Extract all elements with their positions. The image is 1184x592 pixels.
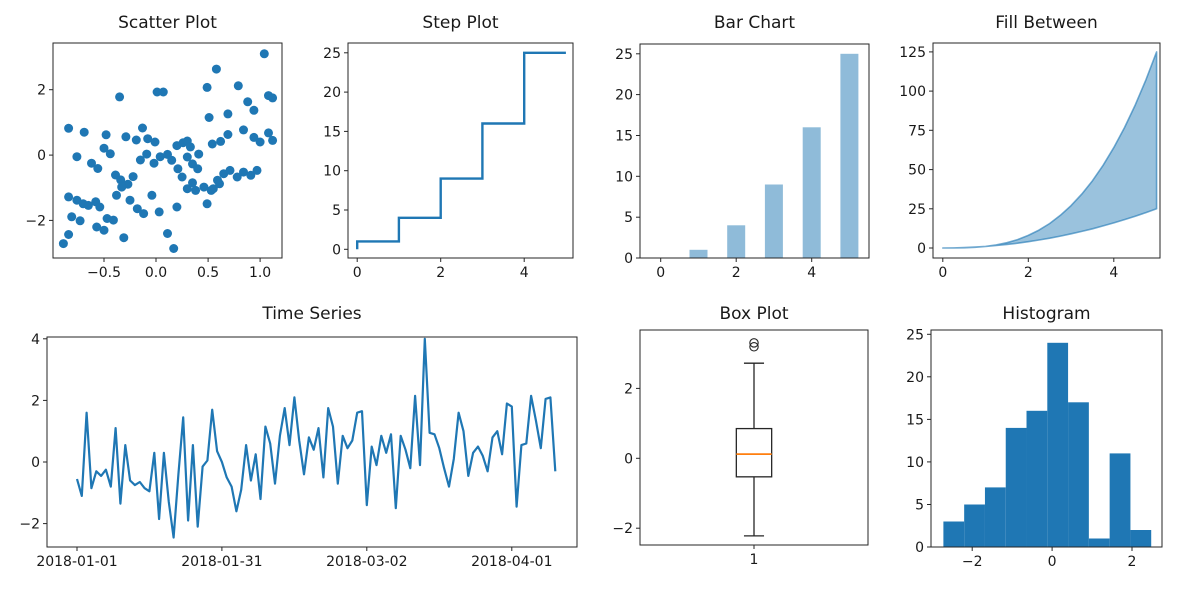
svg-text:25: 25 [323, 46, 341, 62]
step-x-ticks: 0 2 4 [353, 258, 529, 281]
timeseries-x-ticks: 2018-01-01 2018-01-31 2018-03-02 2018-04-01 [36, 547, 552, 570]
bar-chart-title: Bar Chart [713, 13, 796, 33]
box-plot-title: Box Plot [719, 304, 789, 324]
scatter-axes-frame [52, 42, 283, 259]
svg-text:2018-04-01: 2018-04-01 [471, 554, 552, 570]
svg-text:2: 2 [624, 381, 633, 397]
bar-axes-frame [639, 43, 870, 259]
svg-text:10: 10 [615, 169, 633, 185]
box-series [735, 338, 773, 537]
svg-text:2: 2 [31, 393, 40, 409]
svg-text:0: 0 [332, 242, 341, 258]
svg-text:100: 100 [899, 84, 926, 100]
fill-y-ticks: 0 25 50 75 100 125 [899, 45, 933, 257]
fill-series [942, 51, 1158, 249]
time-series-title: Time Series [262, 304, 362, 324]
svg-text:0.0: 0.0 [145, 265, 167, 281]
fill-axes-frame [932, 42, 1161, 259]
svg-text:−2: −2 [612, 521, 633, 537]
svg-text:20: 20 [906, 370, 924, 386]
fill-between-title: Fill Between [995, 13, 1098, 33]
svg-text:15: 15 [323, 124, 341, 140]
svg-text:25: 25 [906, 327, 924, 343]
svg-text:−0.5: −0.5 [87, 265, 121, 281]
svg-text:−2: −2 [962, 554, 983, 570]
svg-text:75: 75 [908, 123, 926, 139]
svg-text:0: 0 [656, 265, 665, 281]
bar-y-ticks: 0 5 10 15 20 25 [615, 47, 640, 267]
svg-text:1.0: 1.0 [249, 265, 271, 281]
svg-text:0: 0 [624, 251, 633, 267]
svg-text:10: 10 [323, 164, 341, 180]
hist-y-ticks: 0 5 10 15 20 25 [906, 327, 931, 556]
bar-x-ticks: 0 2 4 [656, 258, 816, 281]
scatter-plot: −0.5 0.0 0.5 1.0 −2 0 2 [25, 42, 283, 281]
svg-text:2: 2 [1024, 265, 1033, 281]
hist-series [943, 342, 1152, 547]
hist-axes-frame [930, 329, 1163, 548]
step-series [356, 51, 566, 250]
svg-text:2018-01-31: 2018-01-31 [181, 554, 262, 570]
svg-text:25: 25 [615, 47, 633, 63]
timeseries-series [75, 337, 557, 539]
svg-text:20: 20 [323, 85, 341, 101]
svg-text:125: 125 [899, 45, 926, 61]
svg-text:0: 0 [624, 451, 633, 467]
svg-text:5: 5 [915, 498, 924, 514]
histogram-title: Histogram [1002, 304, 1091, 324]
svg-text:2: 2 [732, 265, 741, 281]
svg-text:2018-01-01: 2018-01-01 [36, 554, 117, 570]
fill-x-ticks: 0 2 4 [938, 258, 1118, 281]
svg-text:5: 5 [332, 203, 341, 219]
scatter-series [58, 49, 278, 253]
svg-text:20: 20 [615, 88, 633, 104]
fill-plot: 0 2 4 0 25 50 75 100 125 [899, 42, 1161, 281]
bar-plot: 0 2 4 0 5 10 15 20 25 [615, 43, 870, 281]
svg-text:2: 2 [37, 83, 46, 99]
step-plot: 0 2 4 0 5 10 15 20 25 [323, 42, 574, 281]
svg-text:25: 25 [908, 202, 926, 218]
svg-text:0: 0 [37, 148, 46, 164]
timeseries-y-ticks: −2 0 2 4 [19, 332, 47, 533]
bar-series [689, 53, 859, 258]
svg-text:4: 4 [520, 265, 529, 281]
svg-text:4: 4 [31, 332, 40, 348]
svg-text:4: 4 [807, 265, 816, 281]
svg-text:0.5: 0.5 [197, 265, 219, 281]
svg-text:−2: −2 [25, 213, 46, 229]
svg-text:1: 1 [750, 552, 759, 568]
svg-text:4: 4 [1109, 265, 1118, 281]
svg-text:0: 0 [1048, 554, 1057, 570]
step-plot-title: Step Plot [422, 13, 499, 33]
svg-text:2: 2 [1128, 554, 1137, 570]
timeseries-axes-frame [46, 336, 578, 548]
svg-text:15: 15 [615, 129, 633, 145]
box-x-ticks: 1 [750, 545, 759, 568]
svg-text:0: 0 [915, 540, 924, 556]
svg-text:0: 0 [31, 455, 40, 471]
box-y-ticks: −2 0 2 [612, 381, 640, 537]
scatter-x-ticks: −0.5 0.0 0.5 1.0 [87, 258, 271, 281]
step-axes-frame [347, 42, 574, 259]
hist-x-ticks: −2 0 2 [962, 547, 1137, 570]
svg-text:2018-03-02: 2018-03-02 [326, 554, 407, 570]
svg-text:0: 0 [938, 265, 947, 281]
svg-text:50: 50 [908, 163, 926, 179]
svg-text:15: 15 [906, 412, 924, 428]
step-y-ticks: 0 5 10 15 20 25 [323, 46, 348, 258]
svg-text:10: 10 [906, 455, 924, 471]
svg-text:5: 5 [624, 210, 633, 226]
svg-text:−2: −2 [19, 517, 40, 533]
scatter-plot-title: Scatter Plot [118, 13, 217, 33]
svg-text:0: 0 [917, 241, 926, 257]
svg-text:2: 2 [436, 265, 445, 281]
timeseries-plot: 2018-01-01 2018-01-31 2018-03-02 2018-04-01… [19, 332, 578, 570]
scatter-y-ticks: −2 0 2 [25, 83, 53, 229]
box-plot: 1 −2 0 2 [612, 329, 869, 568]
svg-text:0: 0 [353, 265, 362, 281]
